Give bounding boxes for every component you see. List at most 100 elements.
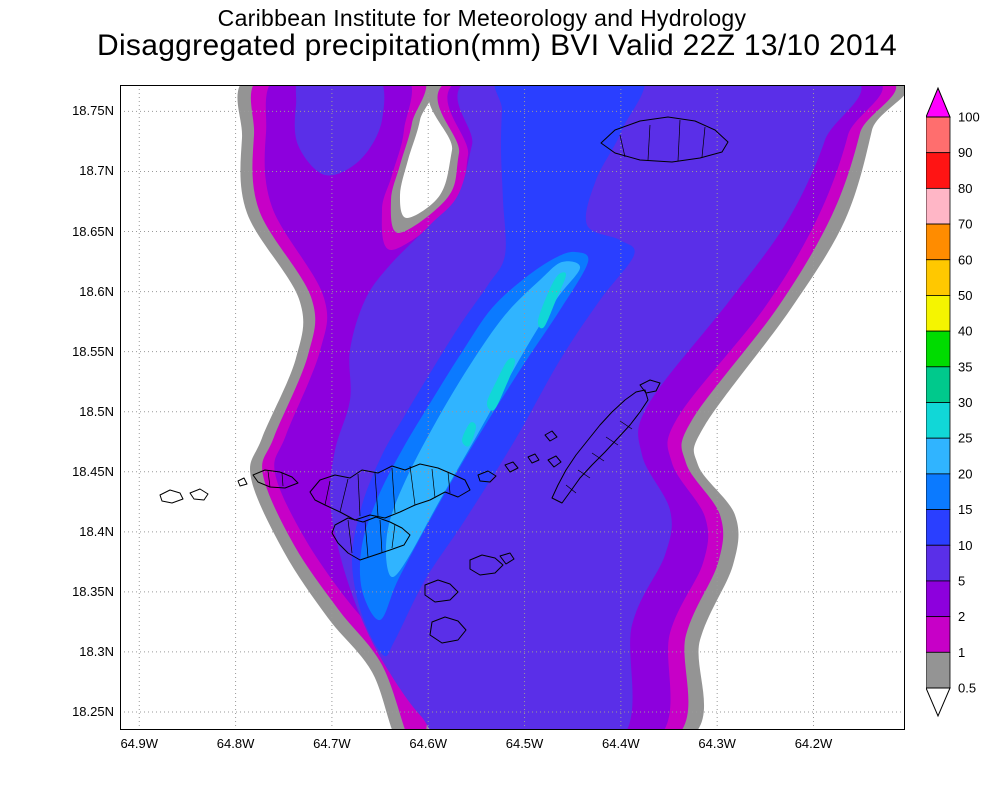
colorbar-segment-9 — [926, 437, 951, 475]
precipitation-contour-map — [120, 85, 905, 730]
lon-tick-label-64.6W: 64.6W — [409, 736, 447, 751]
island-tortola-boundary-line — [391, 467, 396, 514]
colorbar-label-60: 60 — [958, 252, 972, 267]
island-virgin-gorda-boundary-line — [577, 469, 591, 479]
colorbar-segment-5 — [926, 295, 951, 332]
island-scrub-island — [527, 453, 540, 464]
island-cay-d — [499, 552, 515, 565]
colorbar-segment-3 — [926, 223, 951, 261]
contour-level-5mm — [294, 85, 385, 176]
island-tortola-boundary-line — [409, 465, 416, 506]
island-islet-far-west-b — [189, 488, 209, 501]
lon-tick-label-64.8W: 64.8W — [216, 736, 255, 751]
colorbar-segment-11 — [926, 509, 951, 546]
island-st-john-boundary-line — [347, 519, 353, 554]
lon-tick-label-64.9W: 64.9W — [120, 736, 159, 751]
island-st-john-boundary-line — [379, 519, 383, 554]
colorbar-label-15: 15 — [958, 502, 972, 517]
colorbar-under-arrow — [926, 687, 951, 718]
colorbar-segment-8 — [926, 402, 951, 439]
lat-tick-label-18.35N: 18.35N — [72, 583, 114, 599]
colorbar-label-35: 35 — [958, 359, 972, 374]
island-tortola-boundary-line — [447, 471, 451, 494]
island-tortola-boundary-line — [431, 468, 436, 499]
colorbar-label-0.5: 0.5 — [958, 681, 976, 696]
colorbar-label-30: 30 — [958, 395, 972, 410]
colorbar-legend: 100 90 80 70 60 50 40 35 30 25 20 15 10 5 2 1 0.5 — [926, 86, 980, 718]
figure-subtitle: Disaggregated precipitation(mm) BVI Vali… — [96, 29, 897, 62]
island-anegada-boundary-line — [701, 126, 706, 158]
island-tortola-boundary-line — [374, 472, 379, 517]
island-st-john — [331, 516, 411, 561]
island-cooper-island — [547, 455, 562, 468]
colorbar-label-1: 1 — [958, 645, 965, 660]
lat-tick-label-18.3N: 18.3N — [79, 643, 114, 659]
colorbar-segment-1 — [926, 152, 951, 189]
colorbar-label-70: 70 — [958, 217, 972, 232]
colorbar-segment-12 — [926, 544, 951, 582]
plot-frame — [120, 85, 905, 730]
lat-tick-label-18.75N: 18.75N — [72, 103, 114, 119]
island-tortola-boundary-line — [324, 480, 331, 506]
colorbar-segment-10 — [926, 473, 951, 510]
colorbar-label-90: 90 — [958, 145, 972, 160]
island-st-john-boundary-line — [391, 523, 396, 549]
colorbar-label-40: 40 — [958, 324, 972, 339]
colorbar-segment-13 — [926, 580, 951, 618]
colorbar-segment-4 — [926, 259, 951, 296]
lon-tick-label-64.2W: 64.2W — [794, 736, 833, 751]
colorbar-segment-7 — [926, 366, 951, 403]
island-anegada-boundary-line — [677, 119, 681, 162]
figure-title: Caribbean Institute for Meteorology and … — [217, 5, 747, 31]
lat-tick-label-18.7N: 18.7N — [79, 163, 114, 179]
colorbar-label-80: 80 — [958, 181, 972, 196]
island-anegada — [600, 116, 729, 163]
colorbar-segment-15 — [926, 651, 951, 689]
island-islet-far-west — [159, 489, 184, 504]
island-st-john-boundary-line — [364, 520, 369, 558]
island-virgin-gorda — [551, 389, 649, 504]
colorbar-over-arrow — [926, 86, 951, 118]
colorbar-label-25: 25 — [958, 431, 972, 446]
lat-tick-label-18.55N: 18.55N — [72, 343, 114, 359]
island-beef-island — [477, 470, 497, 483]
island-jost-van-dyke — [252, 469, 299, 489]
lat-tick-label-18.6N: 18.6N — [79, 283, 114, 299]
island-necker-island — [639, 379, 661, 394]
island-tortola-boundary-line — [339, 478, 349, 513]
island-peter-island — [424, 579, 459, 603]
island-outlines — [159, 116, 729, 644]
island-tortola-boundary-line — [357, 473, 361, 517]
island-norman-island — [469, 554, 504, 576]
contour-level-25mm — [486, 358, 516, 411]
island-virgin-gorda-boundary-line — [591, 452, 605, 462]
lat-tick-label-18.45N: 18.45N — [72, 463, 114, 479]
colorbar-label-5: 5 — [958, 573, 965, 588]
island-anegada-boundary-line — [619, 134, 626, 158]
lon-tick-label-64.4W: 64.4W — [602, 736, 640, 751]
contour-fill-layer — [237, 85, 905, 730]
contour-level-5mm — [329, 85, 862, 730]
lat-tick-label-18.4N: 18.4N — [79, 523, 114, 539]
island-islet-west-a — [237, 477, 248, 487]
island-jost-van-dyke-boundary-line — [267, 470, 271, 488]
island-virgin-gorda-boundary-line — [605, 436, 619, 446]
colorbar-segment-14 — [926, 616, 951, 653]
gridlines — [120, 85, 905, 730]
lat-tick-label-18.5N: 18.5N — [79, 403, 114, 419]
contour-level-25mm — [461, 422, 477, 447]
colorbar-segment-0 — [926, 116, 951, 154]
island-virgin-gorda-boundary-line — [619, 420, 633, 430]
contour-level-25mm — [537, 272, 567, 329]
island-ginger-island — [544, 430, 558, 442]
lon-tick-label-64.5W: 64.5W — [505, 736, 544, 751]
lon-tick-label-64.3W: 64.3W — [698, 736, 736, 751]
island-jost-van-dyke-boundary-line — [281, 472, 284, 487]
colorbar-label-100: 100 — [958, 110, 980, 125]
lat-tick-label-18.65N: 18.65N — [72, 223, 114, 239]
colorbar-label-50: 50 — [958, 288, 972, 303]
map-plot-area — [120, 85, 905, 730]
colorbar-label-2: 2 — [958, 609, 965, 624]
colorbar-label-10: 10 — [958, 538, 972, 553]
